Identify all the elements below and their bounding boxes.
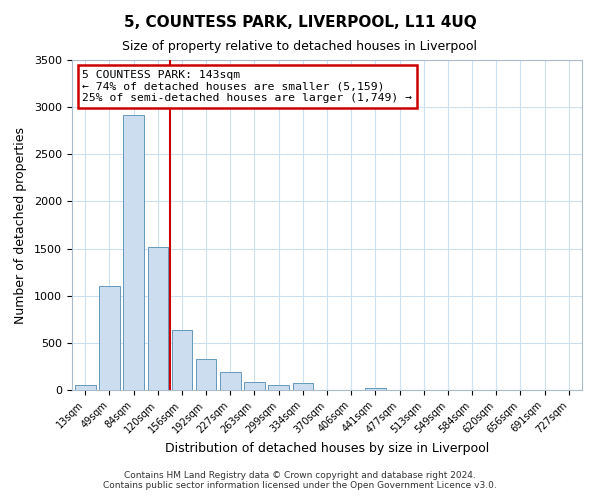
Bar — [75, 386, 95, 390]
Bar — [124, 114, 144, 390]
Bar — [220, 372, 241, 390]
Y-axis label: Number of detached properties: Number of detached properties — [14, 126, 27, 324]
Text: 5 COUNTESS PARK: 143sqm
← 74% of detached houses are smaller (5,159)
25% of semi: 5 COUNTESS PARK: 143sqm ← 74% of detache… — [82, 70, 412, 103]
Bar — [244, 382, 265, 390]
Bar — [365, 388, 386, 390]
Text: 5, COUNTESS PARK, LIVERPOOL, L11 4UQ: 5, COUNTESS PARK, LIVERPOOL, L11 4UQ — [124, 15, 476, 30]
Bar — [172, 330, 192, 390]
Text: Size of property relative to detached houses in Liverpool: Size of property relative to detached ho… — [122, 40, 478, 53]
Text: Contains HM Land Registry data © Crown copyright and database right 2024.
Contai: Contains HM Land Registry data © Crown c… — [103, 470, 497, 490]
Bar — [268, 386, 289, 390]
Bar — [196, 359, 217, 390]
Bar — [99, 286, 120, 390]
X-axis label: Distribution of detached houses by size in Liverpool: Distribution of detached houses by size … — [165, 442, 489, 454]
Bar — [148, 246, 168, 390]
Bar — [293, 384, 313, 390]
